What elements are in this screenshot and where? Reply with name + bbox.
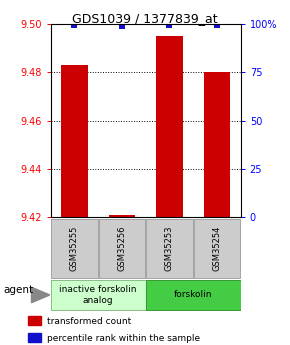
Text: agent: agent [3,285,33,295]
Text: GSM35256: GSM35256 [117,226,126,271]
Bar [146,280,241,309]
Text: GSM35254: GSM35254 [213,226,222,271]
Bar [51,219,98,278]
Bar [99,219,145,278]
Bar [109,215,135,217]
Point [215,22,219,28]
Bar [204,72,230,217]
Bar [28,316,41,325]
Text: transformed count: transformed count [47,317,131,326]
Text: inactive forskolin
analog: inactive forskolin analog [59,285,137,305]
Bar [156,36,182,217]
Bar [146,219,193,278]
Bar [61,65,88,217]
Point [72,22,77,28]
Text: GSM35255: GSM35255 [70,226,79,271]
Polygon shape [31,287,50,303]
Bar [51,280,146,309]
Text: forskolin: forskolin [174,290,213,299]
Point [120,23,124,29]
Bar [194,219,240,278]
Point [167,22,172,28]
Bar [28,333,41,342]
Text: GSM35253: GSM35253 [165,226,174,271]
Text: GDS1039 / 1377839_at: GDS1039 / 1377839_at [72,12,218,25]
Text: percentile rank within the sample: percentile rank within the sample [47,334,200,343]
